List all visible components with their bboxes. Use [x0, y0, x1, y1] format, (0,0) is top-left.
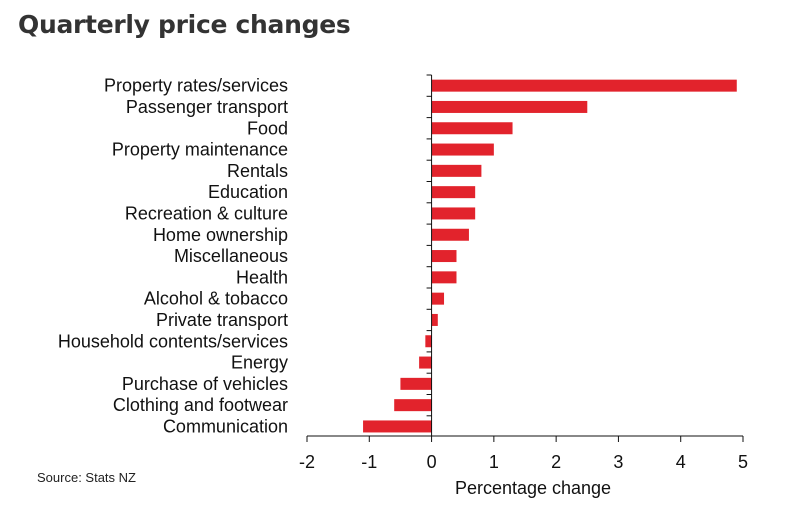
- chart-title: Quarterly price changes: [18, 10, 351, 39]
- category-label: Miscellaneous: [174, 246, 288, 266]
- category-label: Home ownership: [153, 225, 288, 245]
- category-label: Rentals: [227, 161, 288, 181]
- bar-food: [431, 122, 513, 135]
- bar-property-maintenance: [431, 143, 494, 156]
- x-tick-label: 2: [551, 452, 561, 472]
- category-label: Clothing and footwear: [113, 395, 288, 415]
- bar-communication: [363, 420, 432, 433]
- category-label: Property maintenance: [112, 140, 288, 160]
- category-label: Recreation & culture: [125, 203, 288, 223]
- x-tick-label: 3: [613, 452, 623, 472]
- category-label: Property rates/services: [104, 76, 288, 96]
- bar-household-contents-services: [425, 335, 432, 348]
- x-tick-label: 5: [738, 452, 748, 472]
- bar-energy: [419, 356, 432, 369]
- category-label: Energy: [231, 353, 288, 373]
- x-tick-label: 1: [489, 452, 499, 472]
- bar-purchase-of-vehicles: [400, 377, 432, 390]
- bar-passenger-transport: [431, 100, 588, 113]
- x-axis-ticks: -2 -1 0 1 2 3 4 5: [299, 436, 748, 472]
- bar-clothing-and-footwear: [394, 399, 432, 412]
- category-label: Communication: [163, 416, 288, 436]
- x-tick-label: 4: [676, 452, 686, 472]
- bar-recreation-culture: [431, 207, 476, 220]
- x-tick-label: 0: [427, 452, 437, 472]
- bar-miscellaneous: [431, 250, 457, 263]
- category-label: Food: [247, 118, 288, 138]
- bar-education: [431, 186, 476, 199]
- category-label: Passenger transport: [126, 97, 288, 117]
- category-label: Household contents/services: [58, 331, 288, 351]
- bars-group: [363, 74, 737, 433]
- category-label: Health: [236, 267, 288, 287]
- category-label: Alcohol & tobacco: [144, 289, 288, 309]
- bar-private-transport: [431, 313, 438, 326]
- bar-home-ownership: [431, 228, 469, 241]
- bar-property-rates-services: [431, 79, 737, 92]
- bar-health: [431, 271, 457, 284]
- category-label: Private transport: [156, 310, 288, 330]
- bar-alcohol-tobacco: [431, 292, 445, 305]
- category-label: Purchase of vehicles: [122, 374, 288, 394]
- category-label: Education: [208, 182, 288, 202]
- x-tick-label: -1: [361, 452, 377, 472]
- bar-rentals: [431, 164, 482, 177]
- x-tick-label: -2: [299, 452, 315, 472]
- x-axis-title: Percentage change: [455, 478, 611, 498]
- source-note: Source: Stats NZ: [37, 470, 136, 485]
